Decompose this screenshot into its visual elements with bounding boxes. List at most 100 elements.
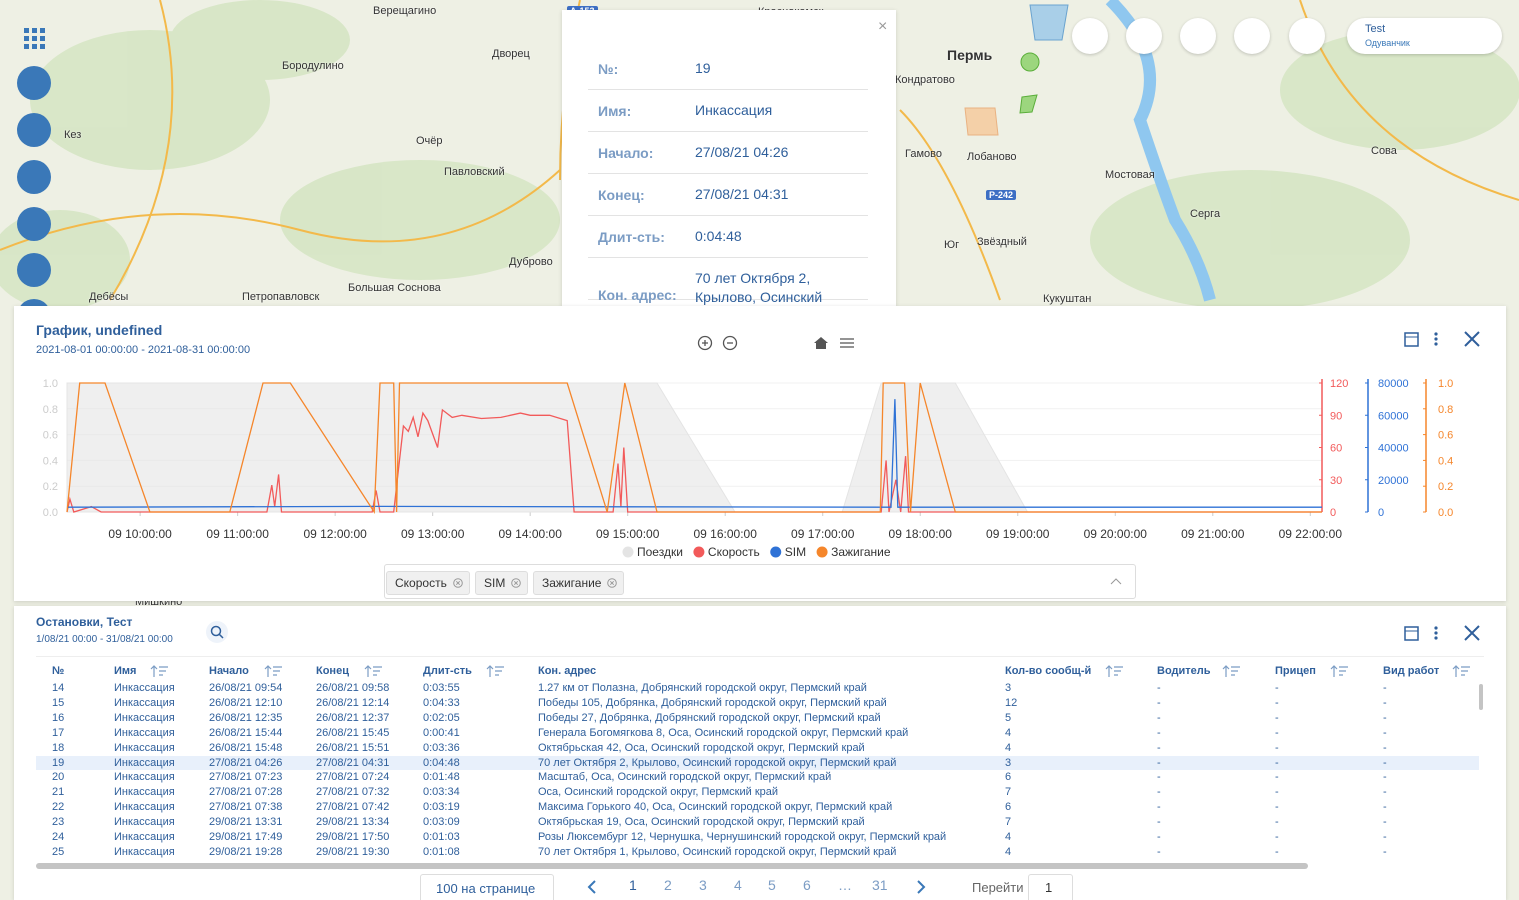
- reset-zoom[interactable]: [814, 337, 828, 349]
- filter-chip[interactable]: SIM: [475, 571, 529, 595]
- table-cell: 17: [52, 726, 65, 739]
- table-cell: Инкассация: [114, 816, 175, 829]
- field-value: 0:04:48: [695, 228, 742, 244]
- table-cell: Инкассация: [114, 786, 175, 799]
- vehicles-button[interactable]: [17, 113, 51, 147]
- filter-toggle[interactable]: [1110, 576, 1122, 586]
- series-filter[interactable]: [384, 564, 1136, 599]
- field-label: Имя:: [598, 103, 632, 119]
- chip-remove[interactable]: [511, 578, 522, 588]
- column-header[interactable]: Конец: [316, 665, 349, 677]
- sort-icon[interactable]: [1330, 664, 1350, 678]
- table-cell: Инкассация: [114, 756, 175, 769]
- table-cell: 0:01:03: [423, 831, 460, 843]
- dock-button[interactable]: [1404, 626, 1419, 641]
- column-header[interactable]: Начало: [209, 665, 249, 677]
- per-page-select[interactable]: [420, 874, 554, 900]
- sort-icon[interactable]: [486, 664, 506, 678]
- field-label: №:: [598, 61, 619, 77]
- search-button[interactable]: [1072, 18, 1108, 54]
- table-cell: 0:03:34: [423, 786, 460, 799]
- table-cell: -: [1157, 845, 1161, 858]
- reports-button[interactable]: [17, 253, 51, 287]
- table-cell: -: [1383, 696, 1387, 709]
- page-link[interactable]: 3: [699, 877, 707, 893]
- dock-button[interactable]: [1404, 332, 1419, 347]
- prev-page[interactable]: [587, 880, 596, 894]
- zoom-in[interactable]: [697, 335, 713, 351]
- map-label: Верещагино: [373, 5, 437, 17]
- page-link[interactable]: 1: [629, 877, 637, 893]
- table-search[interactable]: [205, 620, 229, 644]
- sort-icon[interactable]: [264, 664, 284, 678]
- field-value: 27/08/21 04:26: [695, 144, 789, 160]
- close-chart[interactable]: [1464, 331, 1480, 347]
- chart-menu[interactable]: [840, 338, 854, 348]
- menu-button[interactable]: [1434, 626, 1438, 640]
- table-cell: 26/08/21 15:45: [316, 726, 390, 739]
- routes-button[interactable]: [17, 160, 51, 194]
- map-label: Лобаново: [967, 151, 1017, 163]
- table-cell: 29/08/21 17:50: [316, 831, 390, 843]
- column-header[interactable]: Имя: [114, 665, 137, 677]
- column-header[interactable]: №: [52, 665, 65, 677]
- table-cell: Октябрьская 19, Оса, Осинский городской …: [538, 816, 865, 829]
- table-cell: -: [1157, 741, 1161, 754]
- goto-value[interactable]: 1: [1045, 880, 1053, 895]
- table-cell: -: [1383, 771, 1387, 784]
- table-cell: -: [1275, 786, 1279, 799]
- stop-popup: × №: 19 Имя: Инкассация Начало: 27/08/21 04:2…: [562, 10, 896, 306]
- sort-icon[interactable]: [1452, 664, 1472, 678]
- sort-icon[interactable]: [1222, 664, 1242, 678]
- page-link[interactable]: …: [838, 877, 852, 893]
- sort-icon[interactable]: [1105, 664, 1125, 678]
- menu-button[interactable]: [1434, 332, 1438, 346]
- goto-input[interactable]: [1028, 874, 1073, 900]
- filter-chip[interactable]: Скорость: [386, 571, 470, 595]
- table-cell: 26/08/21 12:10: [209, 696, 283, 709]
- v-scrollbar[interactable]: [1479, 684, 1483, 710]
- page-link[interactable]: 6: [803, 877, 811, 893]
- column-header[interactable]: Длит-сть: [423, 665, 472, 677]
- per-page[interactable]: 100 на странице: [436, 881, 536, 896]
- filter-chip[interactable]: Зажигание: [533, 571, 625, 595]
- table-cell: -: [1157, 786, 1161, 799]
- table-cell: 4: [1005, 831, 1012, 843]
- column-header[interactable]: Кон. адрес: [538, 665, 597, 677]
- sort-icon[interactable]: [364, 664, 384, 678]
- table-cell: -: [1275, 711, 1279, 724]
- page-link[interactable]: 2: [664, 877, 672, 893]
- page-link[interactable]: 4: [734, 877, 742, 893]
- zoom-out[interactable]: [722, 335, 738, 351]
- field-label: Начало:: [598, 145, 654, 161]
- map-label: Серга: [1190, 208, 1221, 220]
- edit-button[interactable]: [1180, 18, 1216, 54]
- next-page[interactable]: [917, 880, 926, 894]
- close-popup[interactable]: ×: [878, 18, 888, 35]
- notifications-button[interactable]: [1126, 18, 1162, 54]
- column-header[interactable]: Вид работ: [1383, 665, 1440, 677]
- org-button[interactable]: [1289, 18, 1325, 54]
- column-header[interactable]: Кол-во сообщ-й: [1005, 665, 1092, 677]
- sort-icon[interactable]: [150, 664, 170, 678]
- table-cell: 27/08/21 04:31: [316, 756, 390, 769]
- column-header[interactable]: Водитель: [1157, 665, 1211, 677]
- chip-remove[interactable]: [453, 578, 463, 588]
- popup-field: Длит-сть: 0:04:48: [588, 215, 868, 258]
- chip-remove[interactable]: [607, 578, 618, 588]
- column-header[interactable]: Прицеп: [1275, 665, 1316, 677]
- table-cell: 21: [52, 786, 65, 799]
- apps-icon[interactable]: [22, 26, 46, 50]
- close-table[interactable]: [1464, 625, 1480, 641]
- page-link[interactable]: 5: [768, 877, 776, 893]
- users-button[interactable]: [17, 66, 51, 100]
- popup-field: Конец: 27/08/21 04:31: [588, 173, 868, 216]
- page-link[interactable]: 31: [872, 877, 888, 893]
- h-scrollbar[interactable]: [36, 863, 1308, 869]
- layers-button[interactable]: [1234, 18, 1270, 54]
- user-name: Test: [1365, 23, 1386, 35]
- user-pill[interactable]: Test Одуванчик: [1347, 18, 1502, 54]
- table-cell: -: [1275, 831, 1279, 843]
- alerts-button[interactable]: [17, 207, 51, 241]
